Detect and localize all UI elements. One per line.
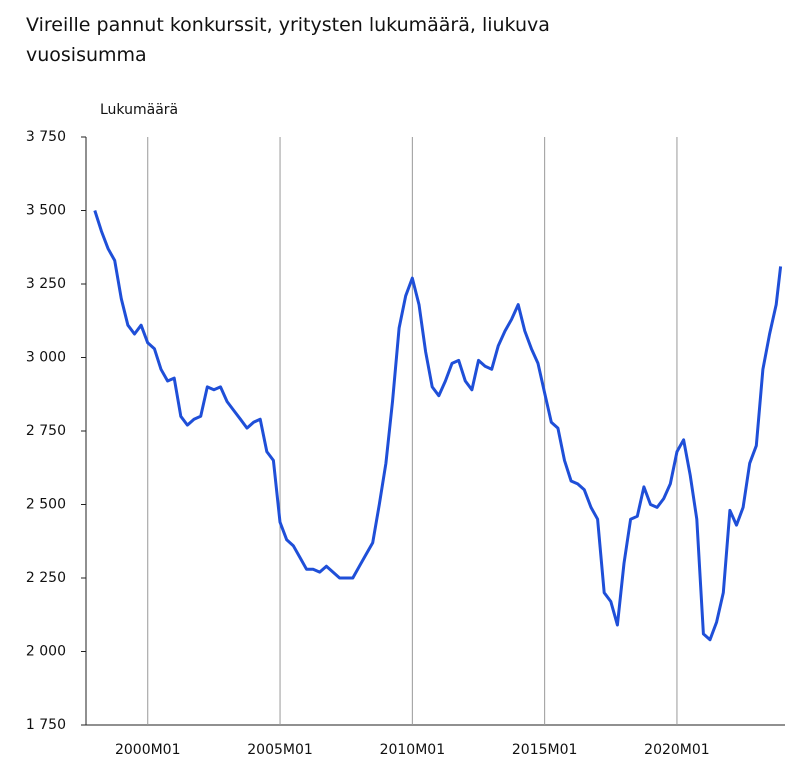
y-tick-label: 2 000: [26, 644, 66, 660]
y-tick-label: 3 250: [26, 276, 66, 292]
y-tick-label: 2 250: [26, 570, 66, 586]
y-tick-label: 3 000: [26, 350, 66, 366]
x-tick-label: 2000M01: [115, 742, 181, 758]
y-tick-label: 3 500: [26, 203, 66, 219]
y-tick-label: 2 500: [26, 497, 66, 513]
x-tick-label: 2015M01: [512, 742, 578, 758]
x-tick-label: 2020M01: [644, 742, 710, 758]
y-tick-label: 1 750: [26, 717, 66, 733]
y-tick-label: 2 750: [26, 423, 66, 439]
line: [93, 210, 783, 642]
chart-title: Vireille pannut konkurssit, yritysten lu…: [26, 14, 550, 66]
y-axis-label: Lukumäärä: [100, 102, 178, 118]
x-tick-label: 2010M01: [380, 742, 446, 758]
y-tick-label: 3 750: [26, 129, 66, 145]
x-tick-label: 2005M01: [247, 742, 313, 758]
